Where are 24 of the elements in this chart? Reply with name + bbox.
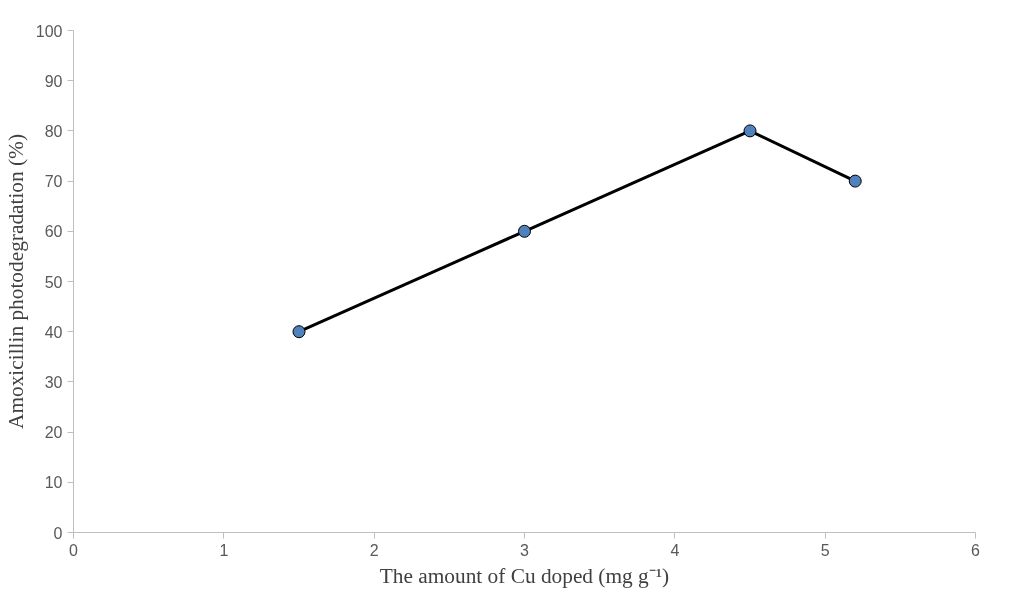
y-tick-label: 100	[35, 22, 63, 40]
y-tick-label: 10	[44, 474, 63, 492]
point	[743, 124, 757, 138]
y-tick-label: 30	[44, 373, 63, 391]
x-axis-title: The amount of Cu doped (mg g⁻¹)	[379, 563, 670, 588]
y-tick-label: 40	[44, 323, 63, 341]
y-tick-label: 20	[44, 424, 63, 442]
y-tick-label: 0	[53, 524, 63, 542]
y-tick-label: 70	[44, 173, 63, 191]
y-tick-label: 60	[44, 223, 63, 241]
point	[518, 224, 531, 238]
x-tick-label: 0	[69, 541, 79, 559]
x-tick-label: 2	[369, 541, 379, 559]
x-tick-label: 4	[670, 541, 680, 559]
x-tick-label: 3	[520, 541, 530, 559]
y-tick-label: 80	[44, 122, 63, 140]
y-tick-label: 90	[44, 72, 63, 90]
x-tick-label: 1	[219, 541, 229, 559]
x-tick-label: 5	[820, 541, 830, 559]
point	[292, 325, 306, 339]
x-tick-label: 6	[971, 541, 981, 559]
y-tick-label: 50	[44, 273, 63, 291]
point	[848, 174, 862, 188]
y-axis-title: Amoxicillin photodegradation (%)	[3, 134, 28, 429]
